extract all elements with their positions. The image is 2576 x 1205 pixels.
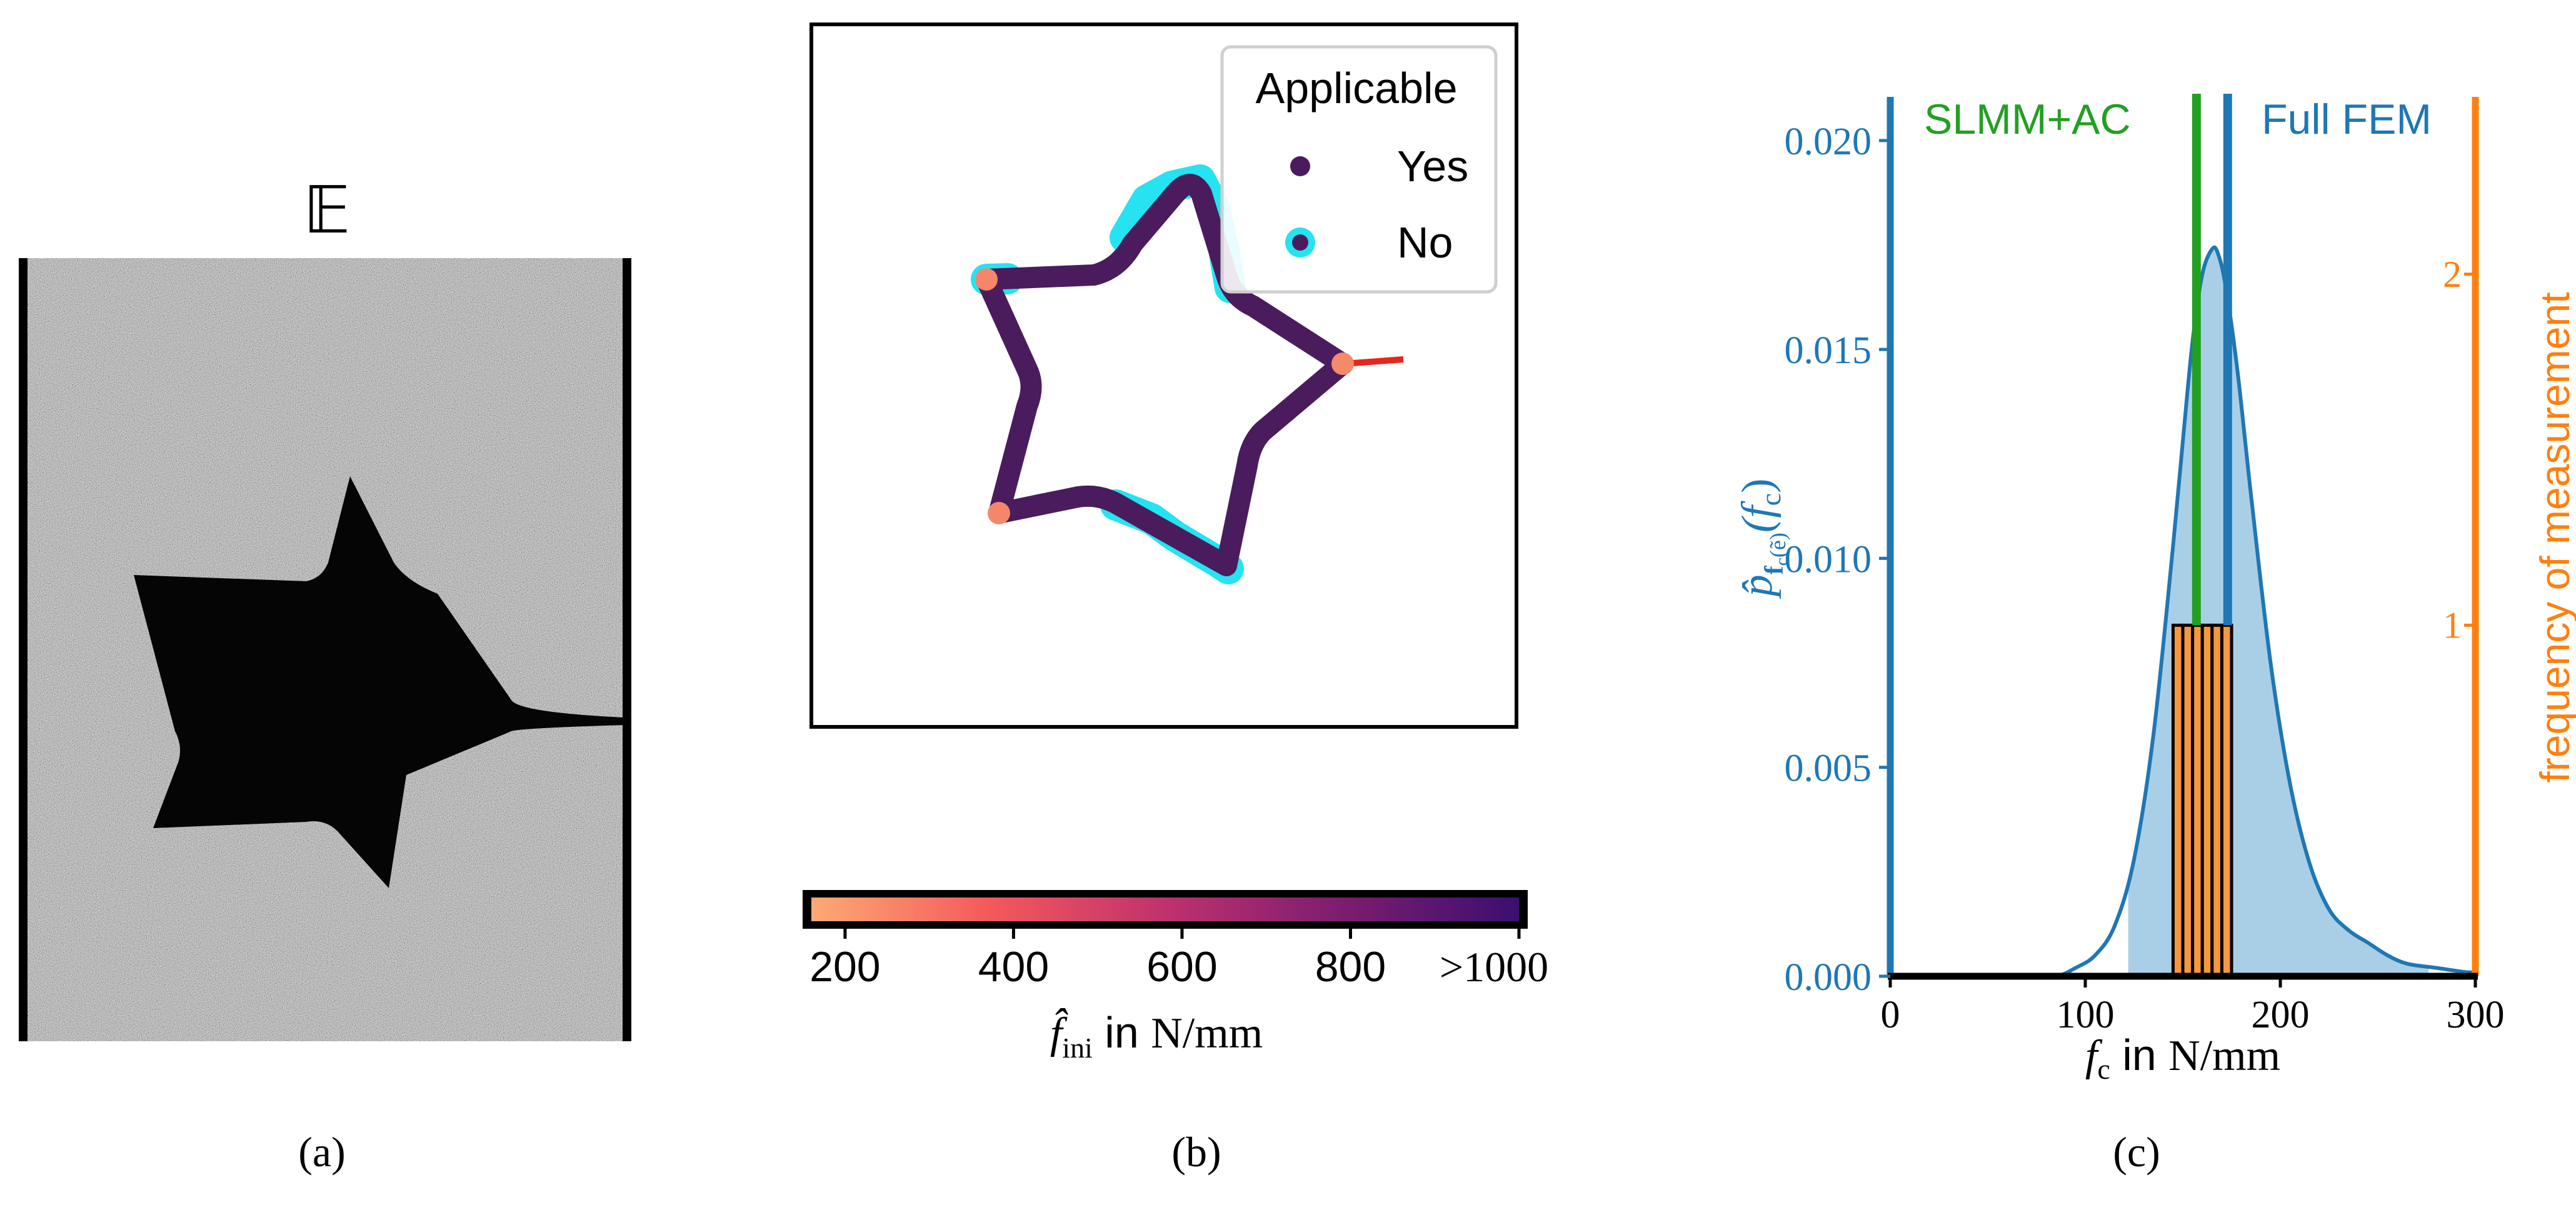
panel-b: Applicable Yes No 200 400 600 800 >1000 f̂in… [803, 22, 1548, 1176]
legend-title: Applicable [1256, 64, 1458, 112]
x-axis-label-subscript: c [2097, 1053, 2110, 1085]
x-tick-label: 200 [2252, 994, 2310, 1036]
legend-label-no: No [1397, 218, 1453, 267]
colorbar-label-unit: N/mm [1151, 1009, 1263, 1058]
histogram-bar [2220, 623, 2233, 976]
right-y-tick-label: 1 [2443, 604, 2462, 646]
x-tick-label: 300 [2447, 994, 2505, 1036]
colorbar-tick-label: 800 [1315, 943, 1386, 991]
colorbar-label: f̂ini in N/mm [1050, 1008, 1263, 1064]
left-y-label-sub2: c [1772, 558, 1792, 566]
left-y-label-arg-sub: c [1755, 493, 1787, 506]
right-y-ticks: 12 [2443, 254, 2475, 646]
right-y-axis-label: frequency of measurement [2532, 292, 2576, 782]
left-y-axis-label: p̂fc(ẽ)(fc) [1733, 479, 1792, 600]
x-axis-label-mid: in [2110, 1031, 2168, 1079]
left-y-tick-label: 0.020 [1785, 121, 1872, 163]
x-tick-label: 100 [2057, 994, 2115, 1036]
initiation-point [988, 502, 1010, 524]
colorbar-gradient [811, 898, 1519, 921]
reference-lines [2192, 94, 2232, 626]
slmm-label: SLMM+AC [1924, 96, 2131, 143]
legend-marker-yes [1290, 156, 1310, 176]
legend: Applicable Yes No [1220, 45, 1498, 294]
specimen-photo [19, 258, 631, 1041]
left-y-tick-label: 0.005 [1785, 748, 1872, 790]
legend-label-yes: Yes [1397, 142, 1468, 191]
x-tick-label: 0 [1881, 994, 1900, 1036]
histogram-bars [2171, 623, 2233, 976]
panel-a-symbol: 𝔼 [303, 175, 351, 247]
star-cutout [134, 476, 625, 888]
x-ticks: 0 100 200 300 [1881, 976, 2505, 1036]
panel-c-caption: (c) [2113, 1128, 2160, 1176]
colorbar-ticks: 200 400 600 800 >1000 [809, 929, 1548, 991]
panel-b-caption: (b) [1171, 1128, 1221, 1176]
left-y-label-close: ) [1733, 479, 1782, 493]
panel-a: 𝔼 (a) [19, 175, 631, 1176]
colorbar: 200 400 600 800 >1000 f̂ini in N/mm [803, 890, 1548, 1064]
x-axis-label-unit: N/mm [2168, 1032, 2280, 1080]
colorbar-label-subscript: ini [1062, 1032, 1093, 1064]
colorbar-tick-label: >1000 [1440, 943, 1548, 991]
left-y-tick-label: 0.000 [1785, 956, 1872, 999]
initiation-point [1331, 352, 1354, 375]
left-y-label-arg: (f [1733, 501, 1782, 532]
left-y-tick-label: 0.010 [1785, 538, 1872, 581]
left-y-label-sub3: (ẽ) [1765, 532, 1790, 558]
kde-area [2027, 94, 2474, 976]
legend-marker-no [1292, 234, 1308, 251]
right-y-tick-label: 2 [2443, 254, 2462, 295]
x-axis-label: fc in N/mm [2085, 1031, 2280, 1085]
left-y-label-p: p̂ [1733, 574, 1782, 599]
full-fem-label: Full FEM [2262, 96, 2432, 143]
colorbar-label-mid: in [1093, 1008, 1151, 1057]
colorbar-tick-label: 200 [809, 943, 880, 991]
panel-a-caption: (a) [298, 1128, 345, 1176]
left-y-tick-label: 0.015 [1785, 329, 1872, 372]
colorbar-tick-label: 400 [978, 943, 1049, 991]
colorbar-tick-label: 600 [1146, 943, 1217, 991]
left-y-ticks: 0.000 0.005 0.010 0.015 0.020 [1785, 121, 1890, 999]
initiation-point [975, 268, 998, 291]
left-y-label-sub1: f [1760, 565, 1789, 574]
